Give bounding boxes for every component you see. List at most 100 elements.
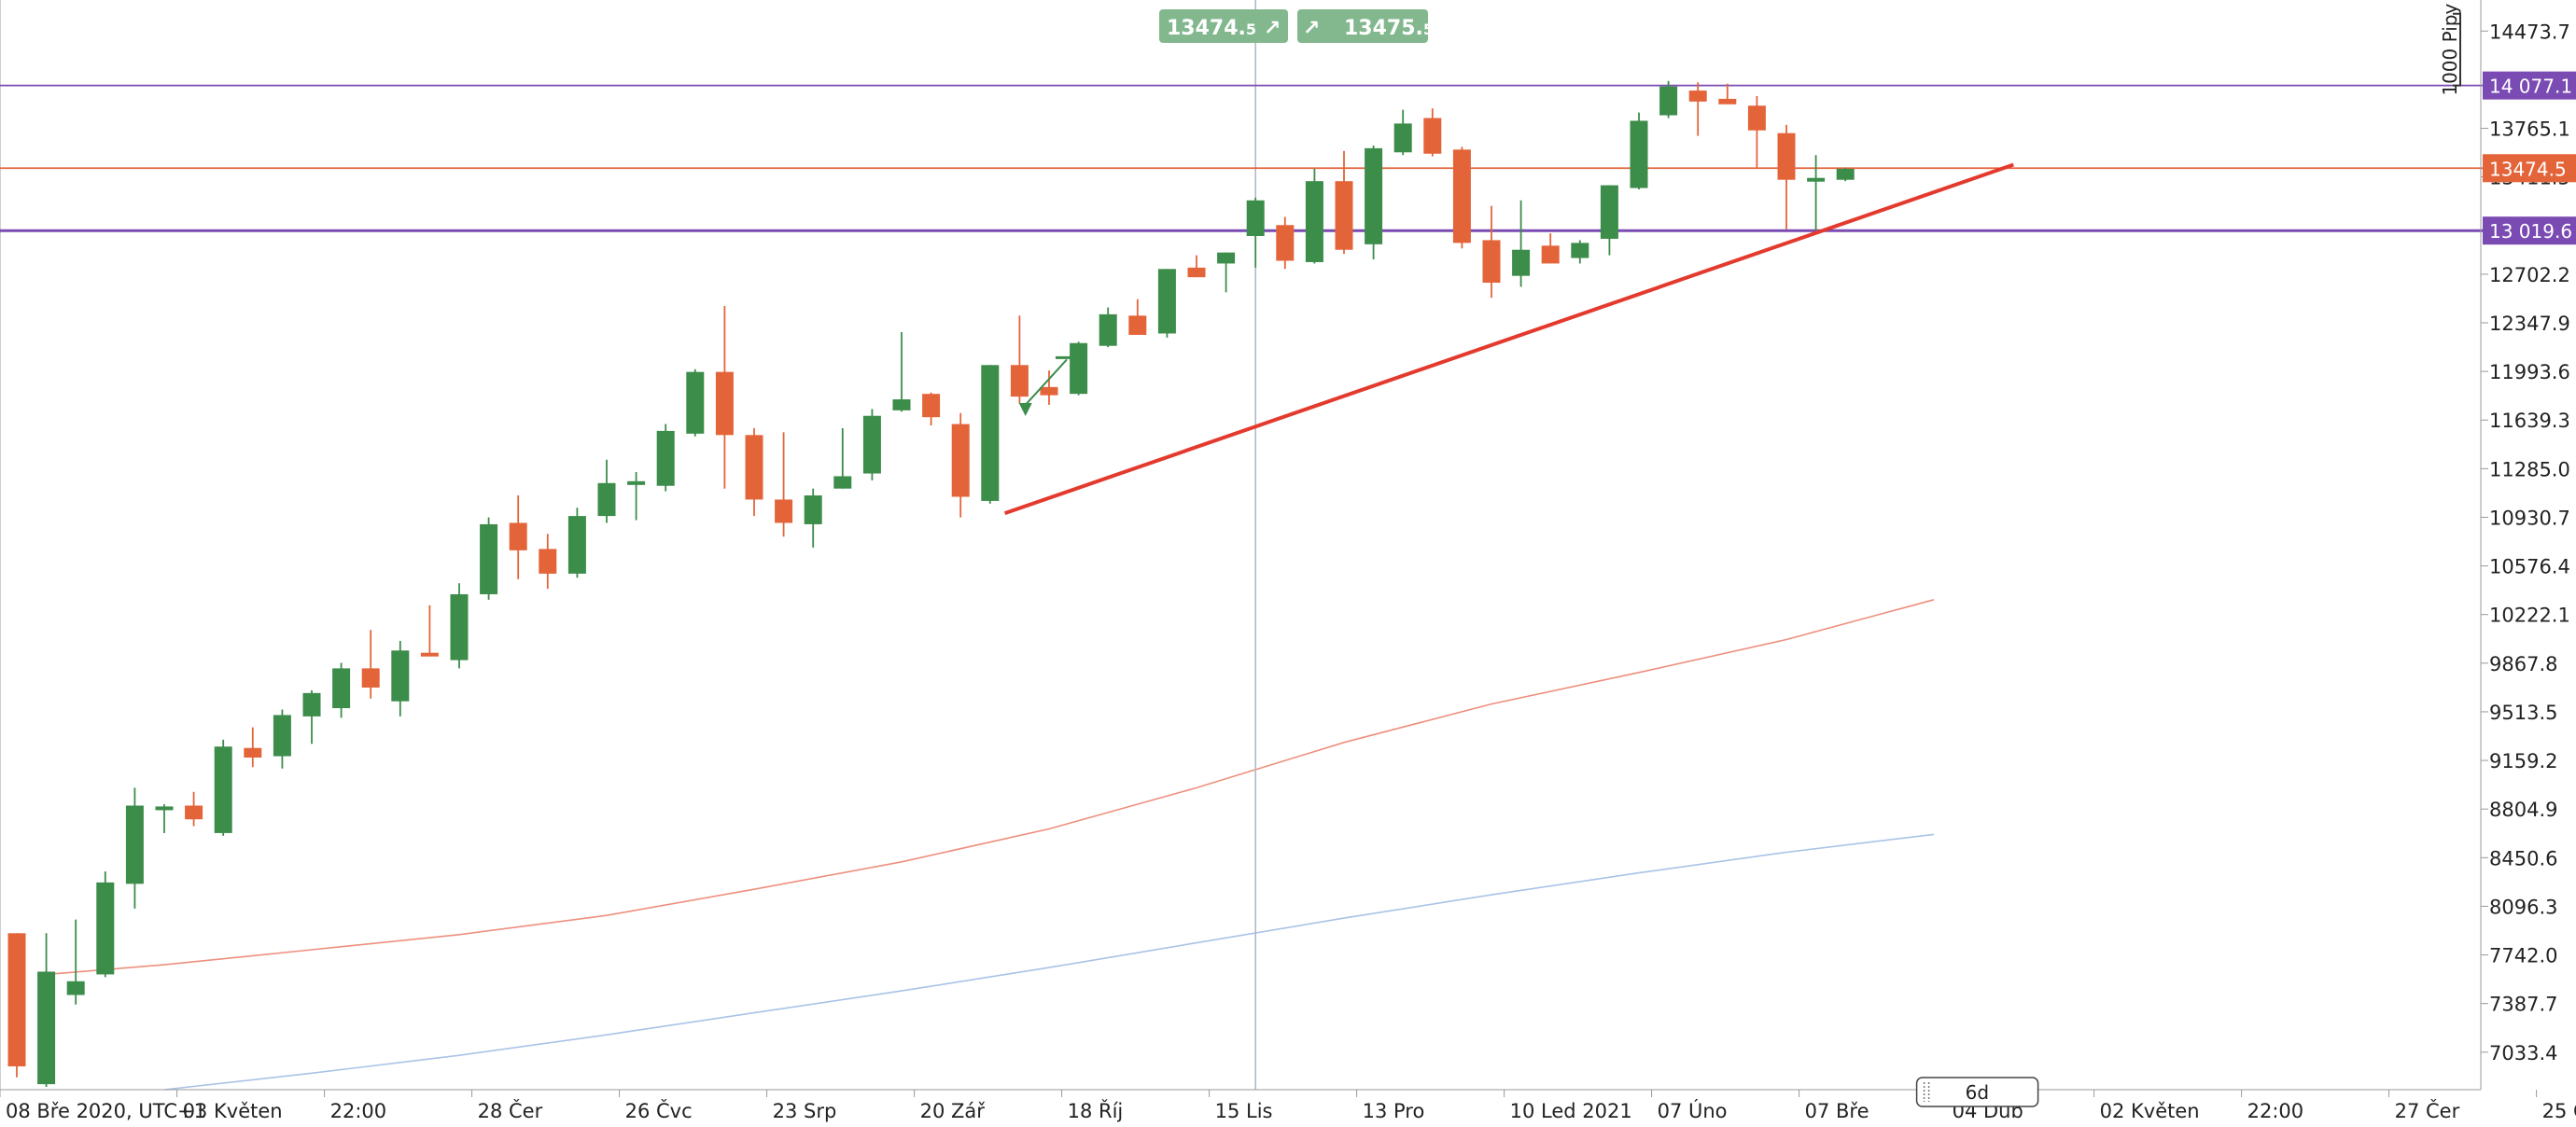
candle (1010, 315, 1029, 404)
candle-body (745, 435, 763, 500)
candle-body (1452, 149, 1471, 243)
candle-body (420, 652, 439, 657)
candle (302, 689, 321, 744)
candle (1070, 341, 1088, 396)
x-tick-label: 27 Čer (2395, 1099, 2460, 1122)
candle-body (302, 692, 321, 717)
y-tick-label: 11639.3 (2489, 410, 2570, 432)
candle-body (1571, 243, 1589, 258)
candle-body (1630, 120, 1648, 188)
candle (1807, 155, 1826, 231)
x-tick-label: 20 Zář (920, 1100, 986, 1122)
candle (1246, 197, 1265, 268)
ask-price-button[interactable]: ↗ 13475.5 (1297, 9, 1434, 43)
y-tick-label: 11993.6 (2489, 361, 2570, 383)
y-tick-label: 9513.5 (2489, 702, 2557, 724)
candle (686, 369, 705, 437)
candle-body (480, 523, 498, 594)
candle (981, 365, 1000, 504)
ask-price-box (1297, 9, 1428, 43)
level-high-label: 14 077.1 (2489, 76, 2572, 98)
x-tick-label: 07 Úno (1658, 1099, 1728, 1122)
candle-body (332, 668, 351, 709)
candle-body (1335, 181, 1353, 250)
candle-body (450, 593, 469, 661)
candle (1512, 200, 1531, 287)
candle-body (686, 371, 705, 434)
candle (539, 534, 557, 590)
candle (7, 933, 26, 1078)
candle-body (1276, 225, 1295, 261)
x-tick-label: 08 Bře 2020, UTC+1 (6, 1100, 206, 1122)
candle-body (862, 415, 881, 474)
candle-body (244, 747, 262, 758)
candle-body (981, 365, 1000, 501)
candle-body (1217, 252, 1236, 264)
y-tick-label: 8804.9 (2489, 799, 2557, 821)
candle-body (715, 371, 734, 436)
candle-body (96, 882, 115, 975)
y-tick-label: 10222.1 (2489, 605, 2570, 627)
candle (1571, 240, 1589, 264)
x-tick-label: 22:00 (330, 1100, 387, 1122)
y-tick-label: 7387.7 (2489, 994, 2557, 1016)
candle (1452, 146, 1471, 249)
candle (1276, 216, 1295, 270)
candle-body (1157, 269, 1176, 334)
candle-body (155, 806, 174, 811)
y-tick-label: 9867.8 (2489, 653, 2557, 675)
candle-body (125, 805, 144, 884)
candle (833, 427, 852, 489)
candle (804, 488, 822, 548)
bid-price-label: 13474.5 (1167, 17, 1256, 40)
candle-body (892, 399, 911, 410)
candle-body (656, 430, 675, 486)
candle (775, 432, 793, 537)
signal-arrow-head (1018, 402, 1032, 416)
candle (1630, 112, 1648, 190)
bid-price-button[interactable]: 13474.5 ↗ (1159, 9, 1288, 43)
candle-body (1365, 147, 1383, 244)
candle (1482, 205, 1501, 299)
candle (125, 787, 144, 909)
y-tick-label: 9159.2 (2489, 750, 2557, 772)
candle-body (1010, 365, 1029, 397)
y-tick-label: 11285.0 (2489, 458, 2570, 480)
candle-body (1070, 342, 1088, 395)
y-tick-label: 8450.6 (2489, 847, 2557, 870)
candle-body (1099, 313, 1117, 346)
candle (1600, 185, 1618, 256)
current-label-box (2483, 154, 2576, 183)
trendline (1003, 162, 2014, 516)
candle (1393, 109, 1412, 156)
x-tick-label: 18 Říj (1068, 1099, 1124, 1122)
candle-body (1659, 86, 1678, 116)
candle-body (567, 516, 586, 574)
candle-body (1688, 90, 1707, 102)
x-tick-label: 13 Pro (1363, 1100, 1425, 1122)
candle-body (1246, 200, 1265, 237)
candle-body (951, 424, 970, 497)
candle (361, 630, 380, 699)
candle-body (775, 499, 793, 523)
candle (597, 459, 616, 523)
candle (273, 709, 291, 769)
candle (1777, 124, 1796, 230)
candle-body (509, 522, 527, 550)
candle (420, 605, 439, 657)
candles-group (7, 80, 1855, 1088)
pips-label: 1000 Pipy (2439, 4, 2461, 96)
x-tick-label: 10 Led 2021 (1510, 1100, 1632, 1122)
candle (1836, 167, 1855, 182)
x-tick-label: 02 Květen (2100, 1100, 2200, 1122)
level-low-label-box (2483, 216, 2576, 245)
candle-body (1423, 118, 1442, 154)
candle (1157, 269, 1176, 338)
timeframe-badge[interactable]: 6d (1915, 1077, 2039, 1107)
candle-body (7, 933, 26, 1066)
candle (1217, 252, 1236, 293)
timeframe-label: 6d (1966, 1081, 1989, 1104)
candle-body (1512, 249, 1531, 276)
candle-body (1836, 168, 1855, 180)
